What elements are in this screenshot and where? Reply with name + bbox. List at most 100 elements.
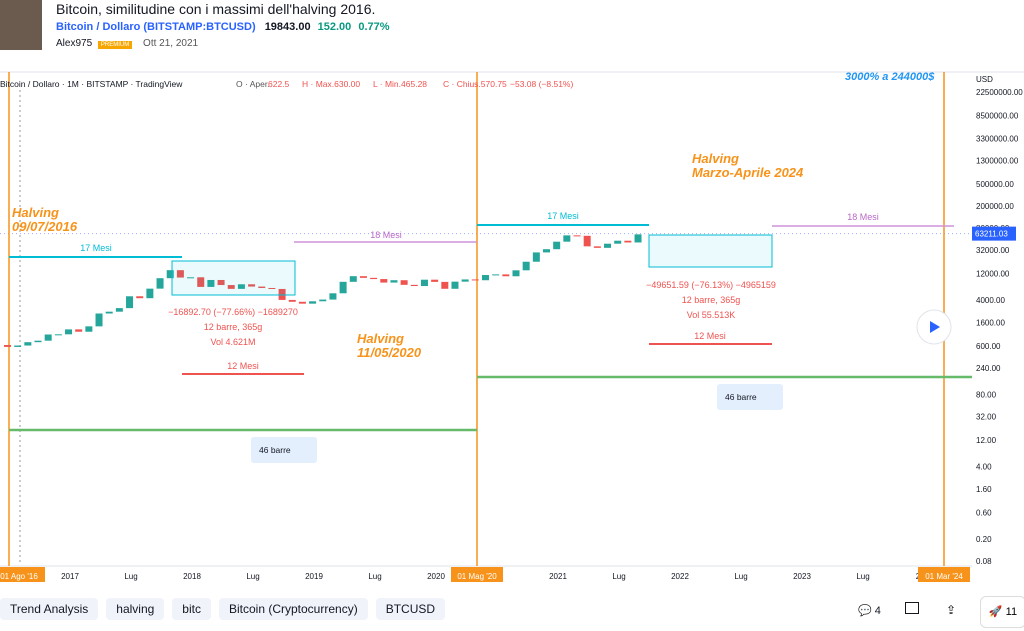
candle [95,313,103,327]
candle [624,240,632,243]
candle [115,308,123,312]
author[interactable]: Alex975 [56,38,93,49]
measure-text: Vol 4.621M [210,337,255,347]
price-tick-label: 240.00 [976,364,1001,373]
legend-item: H · Max.630.00 [302,79,360,89]
time-tick-label: 01 Ago '16 [0,572,38,581]
candle [166,270,174,279]
candle [176,270,184,278]
play-icon [930,321,940,333]
time-tick-label: 2023 [793,572,811,581]
candle [441,281,449,289]
candle [471,279,479,281]
time-tick-label: 2017 [61,572,79,581]
time-tick-label: Lug [246,572,259,581]
candle [390,280,398,283]
time-tick-label: Lug [612,572,625,581]
symbol-link[interactable]: Bitcoin / Dollaro (BITSTAMP:BTCUSD) [56,21,256,33]
tag[interactable]: bitc [172,598,211,620]
legend-item: L · Min.465.28 [373,79,427,89]
price: 19843.00 [264,21,311,33]
candle [614,240,622,244]
label: 18 Mesi [847,212,879,222]
candle [339,281,347,294]
candle [410,284,418,287]
legend-item: O · Aper. [236,79,270,89]
candle [217,279,225,286]
price-tick-label: 200000.00 [976,202,1014,211]
time-label-box [0,567,45,582]
price-axis-bg [972,70,1024,565]
candle [349,276,357,282]
price-tick-label: 600.00 [976,342,1001,351]
comments[interactable]: 💬 4 [858,605,881,617]
price-tick-label: 12000.00 [976,270,1010,279]
price-tick-label: 32.00 [976,413,997,422]
candle [573,235,581,237]
note: 3000% a 244000$ [845,71,935,83]
date: Ott 21, 2021 [143,38,199,49]
candle [207,279,215,287]
avatar [0,0,42,50]
candle [34,340,42,343]
price-tick-label: 0.20 [976,535,992,544]
last-price-label: 63211.03 [975,230,1008,239]
author-row: Alex975 PREMIUM Ott 21, 2021 [56,38,198,49]
share[interactable]: ⇪ [946,603,957,617]
candle [75,329,83,332]
time-tick-label: Lug [856,572,869,581]
candle [522,261,530,271]
tag[interactable]: halving [106,598,165,620]
time-label-box [451,567,503,582]
share-icon[interactable] [905,602,919,614]
candle [370,277,378,280]
candle [105,311,113,314]
comment-count: 4 [874,605,881,617]
candle [288,299,296,302]
measure-text: −49651.59 (−76.13%) −4965159 [646,280,776,290]
candle [563,235,571,242]
legend-item: −53.08 (−8.51%) [510,79,573,89]
boost[interactable]: 🚀 11 [980,596,1024,628]
candle [481,275,489,281]
halving-label: Halving 11/05/2020 [357,331,422,360]
candle [227,285,235,289]
candle [278,288,286,300]
candle [24,342,32,346]
legend-item: C · Chius.570.75 [443,79,507,89]
tag[interactable]: BTCUSD [375,598,446,620]
price-tick-label: 4000.00 [976,296,1005,305]
time-tick-label: 2020 [427,572,445,581]
badge: PREMIUM [97,41,133,49]
candle [146,288,154,299]
measure-text: Vol 55.513K [687,310,736,320]
candle [461,279,469,282]
measure-text: −16892.70 (−77.66%) −1689270 [168,307,298,317]
candle [85,326,93,332]
candle [54,334,62,336]
candle [380,279,388,283]
change: 152.00 [317,21,352,33]
candle [268,287,276,289]
candle [634,234,642,243]
candle [492,274,500,276]
price-tick-label: 80.00 [976,390,997,399]
price-tick-label: 1600.00 [976,318,1005,327]
measure-text: 12 barre, 365g [204,322,263,332]
candle [309,301,317,304]
candle [4,345,11,347]
candle [14,345,22,347]
tag[interactable]: Trend Analysis [0,598,99,620]
tag[interactable]: Bitcoin (Cryptocurrency) [218,598,368,620]
candle [532,252,540,262]
time-tick-label: Lug [124,572,137,581]
legend-item: Bitcoin / Dollaro · 1M · BITSTAMP · Trad… [0,79,183,89]
label: 12 Mesi [227,361,259,371]
candle [65,329,73,335]
symbol-row: Bitcoin / Dollaro (BITSTAMP:BTCUSD) 1984… [56,21,390,33]
price-tick-label: 4.00 [976,463,992,472]
chart: USD 22500000.00 8500000.00 3300000.00 130000… [0,70,1024,582]
price-axis-unit: USD [976,75,993,84]
candle [237,284,245,289]
bars-label: 46 barre [725,392,757,402]
